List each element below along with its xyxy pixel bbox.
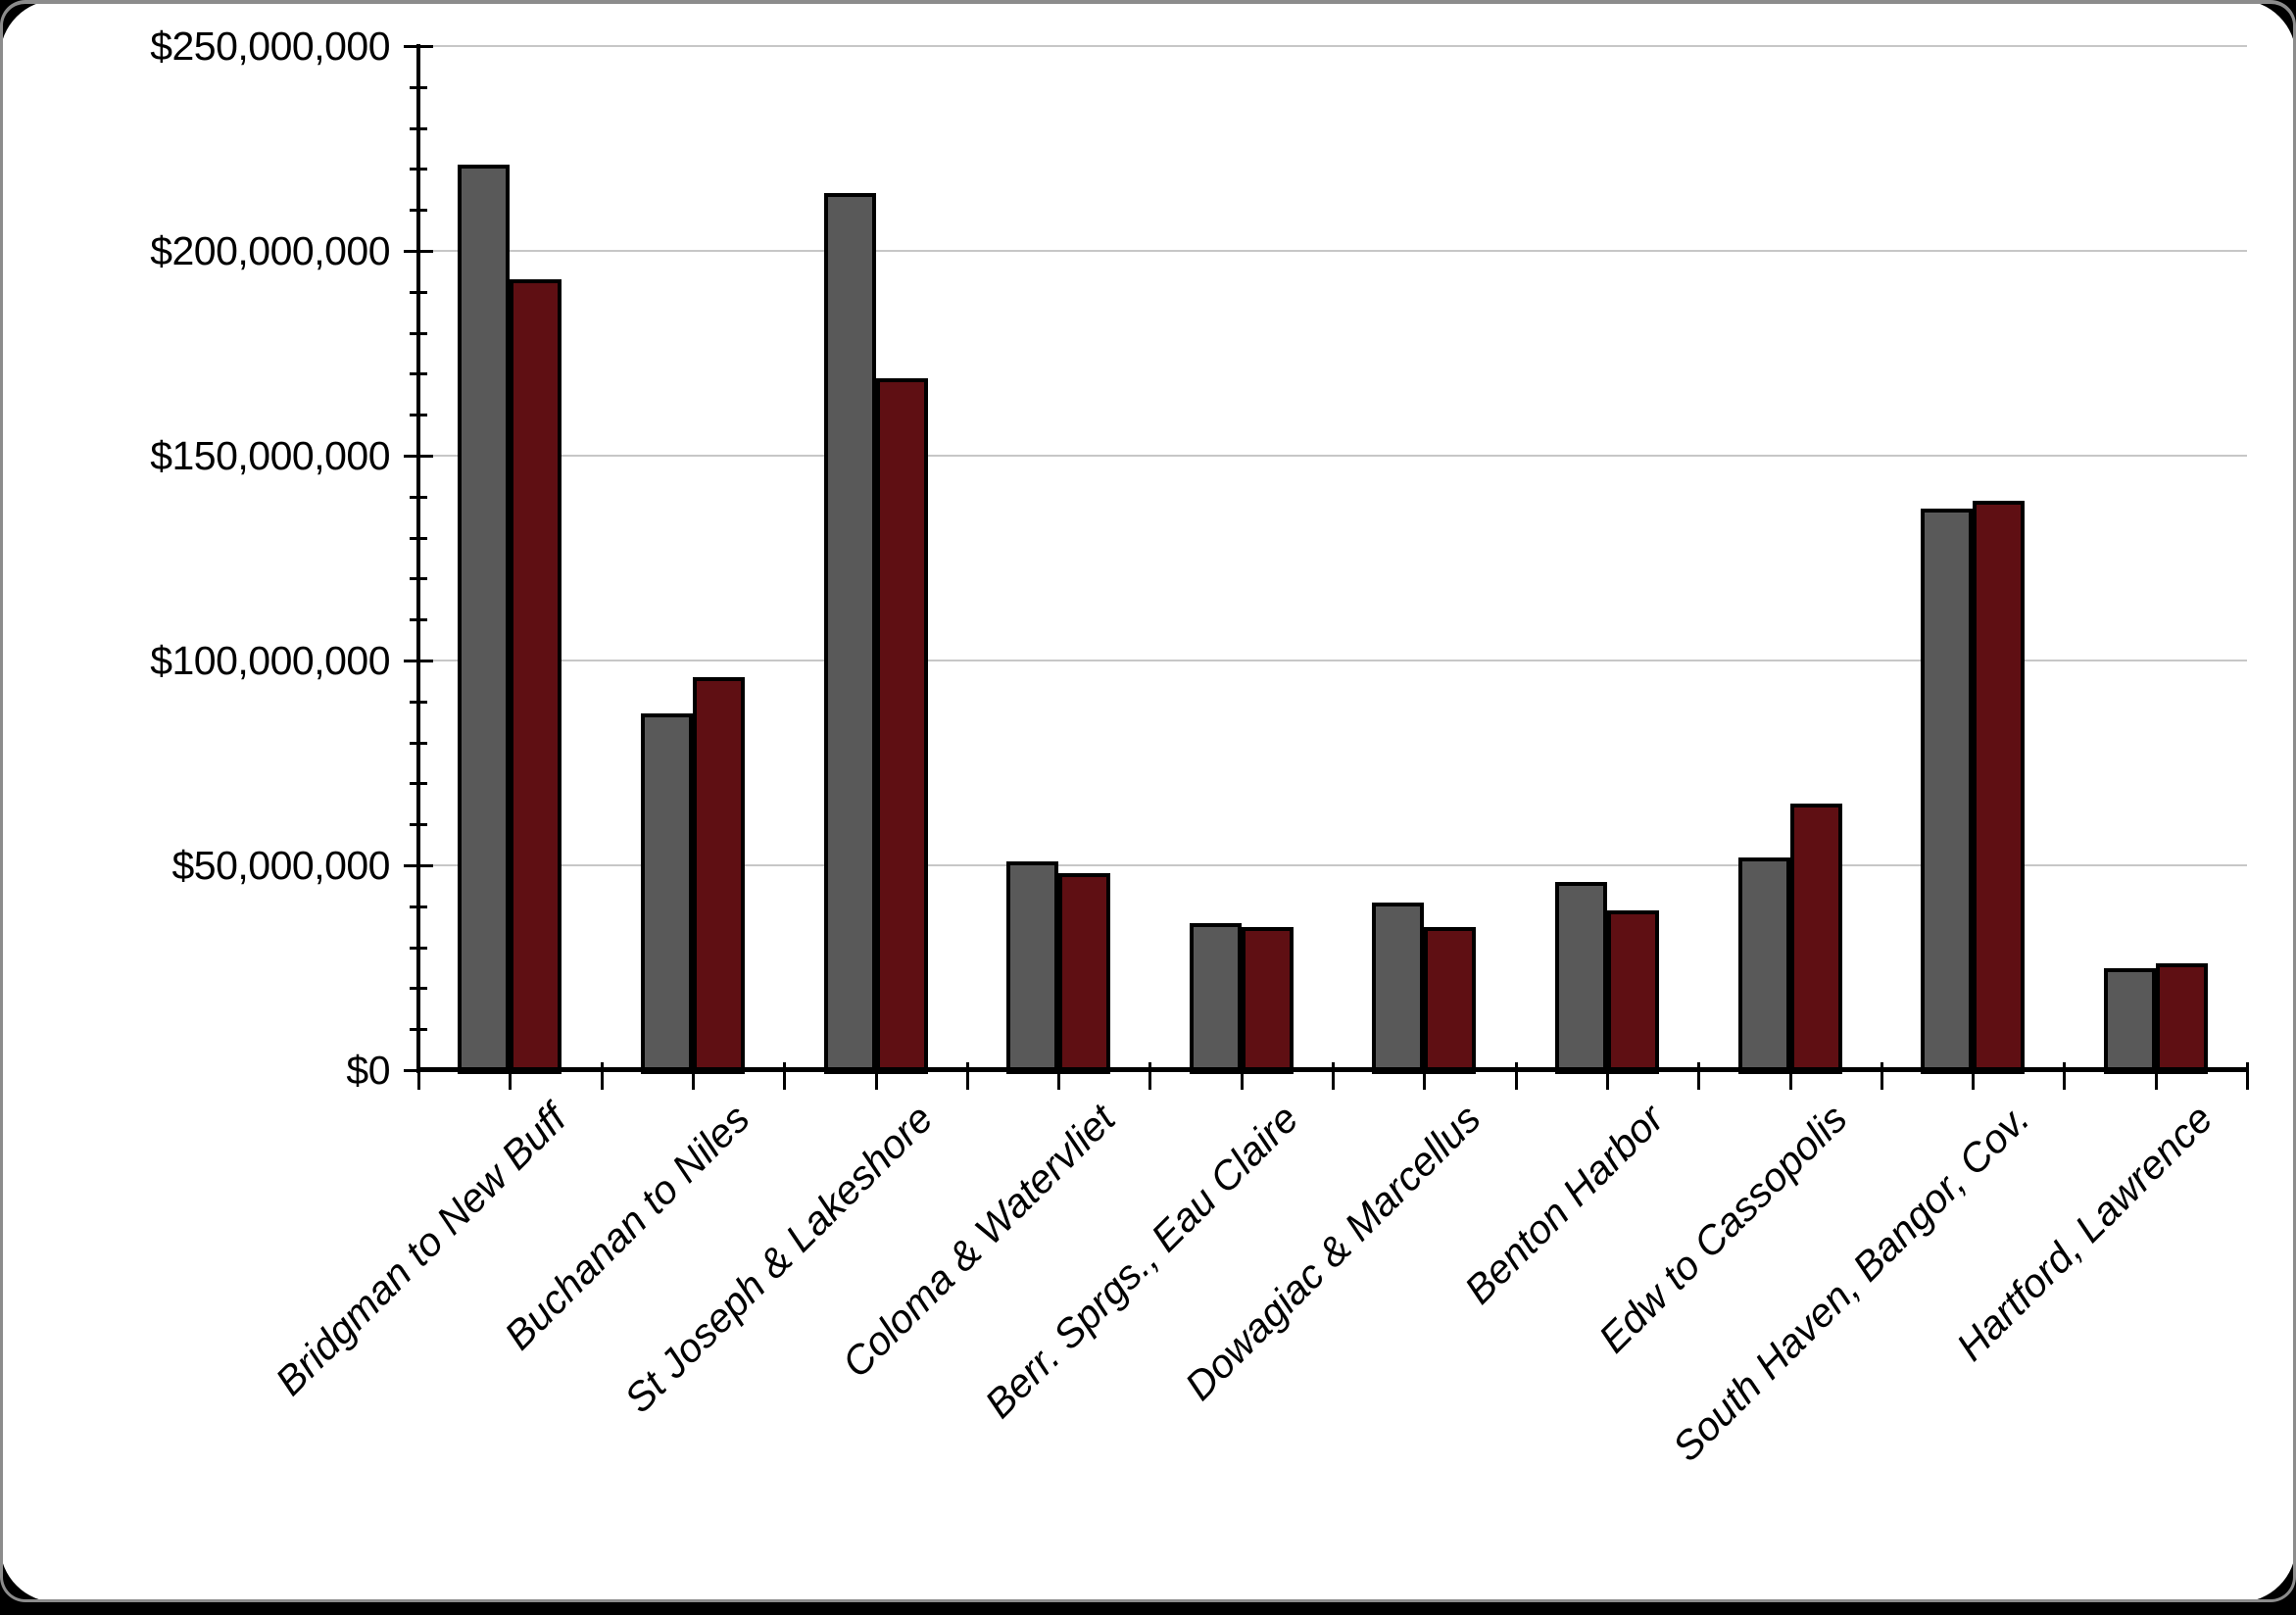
y-tick-minor [410,414,427,417]
y-tick-minor [410,741,427,745]
y-tick-minor [410,618,427,622]
y-gridline [418,45,2247,47]
bar-dark-red-series-9 [2155,963,2208,1074]
bar-dark-red-series-7 [1789,804,1842,1074]
x-tick [1514,1062,1518,1090]
x-tick [1880,1062,1883,1090]
bar-gray-series-9 [2103,967,2156,1074]
bar-dark-red-series-0 [510,279,562,1074]
y-gridline [418,660,2247,661]
bar-dark-red-series-2 [875,377,928,1074]
x-tick [1240,1062,1244,1090]
y-tick-minor [410,905,427,908]
bar-dark-red-series-6 [1606,909,1659,1074]
y-axis-label: $50,000,000 [171,843,390,888]
bar-dark-red-series-1 [692,676,745,1074]
y-tick-major [404,660,433,662]
x-tick [874,1062,878,1090]
bar-gray-series-4 [1189,922,1242,1074]
x-tick [417,1062,420,1090]
x-tick [2063,1062,2067,1090]
bar-gray-series-5 [1372,902,1425,1074]
y-gridline [418,455,2247,457]
y-tick-minor [410,987,427,991]
y-tick-minor [410,536,427,540]
bar-dark-red-series-3 [1058,873,1111,1074]
y-axis-line [416,44,420,1073]
bar-gray-series-0 [458,165,511,1074]
bar-dark-red-series-4 [1241,926,1294,1074]
y-axis-label: $200,000,000 [150,228,390,273]
y-tick-minor [410,372,427,376]
bar-dark-red-series-8 [1973,500,2026,1074]
y-axis-label: $250,000,000 [150,24,390,69]
y-tick-minor [410,85,427,89]
y-tick-minor [410,577,427,581]
x-tick [691,1062,695,1090]
bar-gray-series-3 [1006,860,1059,1074]
x-tick [1148,1062,1152,1090]
bar-gray-series-8 [1921,509,1974,1074]
x-tick [1697,1062,1701,1090]
x-tick [2246,1062,2249,1090]
y-tick-minor [410,1028,427,1032]
y-tick-major [404,864,433,867]
bar-gray-series-1 [640,713,693,1074]
y-tick-major [404,45,433,48]
y-tick-minor [410,782,427,786]
y-tick-minor [410,209,427,213]
x-tick [2154,1062,2158,1090]
y-axis-label: $150,000,000 [150,433,390,478]
bar-gray-series-7 [1737,856,1790,1074]
y-tick-minor [410,126,427,130]
y-axis-label: $100,000,000 [150,638,390,683]
y-gridline [418,250,2247,252]
y-tick-major [404,455,433,458]
x-tick [600,1062,604,1090]
x-tick [1605,1062,1609,1090]
y-tick-minor [410,168,427,171]
x-tick [1972,1062,1976,1090]
bar-gray-series-6 [1554,881,1607,1074]
y-tick-minor [410,823,427,827]
x-tick [783,1062,787,1090]
y-tick-major [404,250,433,253]
x-tick [1788,1062,1792,1090]
y-tick-minor [410,290,427,294]
x-tick [509,1062,513,1090]
x-tick [1332,1062,1335,1090]
x-tick [965,1062,969,1090]
y-gridline [418,864,2247,866]
bar-dark-red-series-5 [1424,926,1477,1074]
y-tick-minor [410,331,427,335]
y-tick-minor [410,495,427,499]
y-tick-minor [410,946,427,950]
x-tick [1423,1062,1427,1090]
bar-gray-series-2 [823,193,876,1074]
x-tick [1057,1062,1061,1090]
y-tick-minor [410,700,427,704]
y-axis-label: $0 [346,1048,390,1093]
